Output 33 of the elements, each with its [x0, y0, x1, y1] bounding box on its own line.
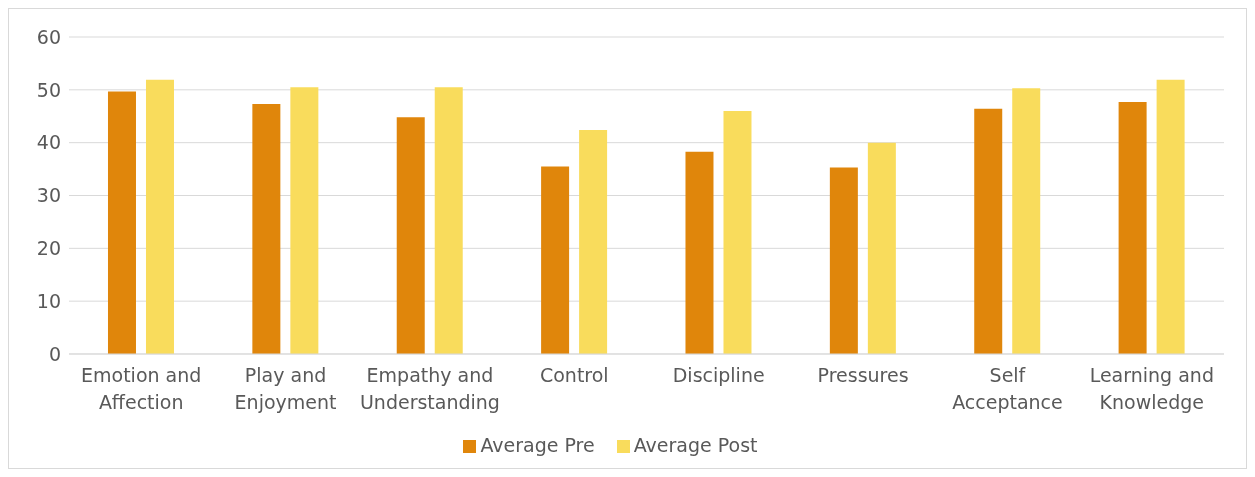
y-tick-label: 60: [36, 25, 61, 48]
bar: [685, 151, 714, 354]
bar: [107, 91, 136, 354]
x-tick-label: Discipline: [672, 364, 765, 386]
bar: [867, 142, 896, 354]
bar: [252, 104, 281, 354]
x-tick-label: Pressures: [817, 364, 909, 386]
bar: [541, 166, 570, 354]
y-tick-label: 50: [36, 78, 61, 101]
x-tick-label: Play and Enjoyment: [234, 364, 337, 413]
bar: [723, 110, 752, 354]
bar: [1156, 79, 1185, 354]
bar: [434, 87, 463, 354]
y-tick-label: 0: [48, 342, 61, 365]
x-tick-label: Control: [539, 364, 609, 386]
bar: [145, 79, 174, 354]
bar: [974, 108, 1003, 354]
y-tick-label: 40: [36, 131, 61, 154]
y-tick-label: 30: [36, 184, 61, 207]
y-tick-label: 10: [36, 289, 61, 312]
bar: [829, 167, 858, 354]
legend-label: Average Post: [633, 434, 758, 456]
bar: [579, 129, 608, 354]
x-tick-label: Self Acceptance: [952, 364, 1063, 413]
x-tick-label: Emotion and Affection: [81, 364, 202, 413]
bar: [1012, 88, 1041, 354]
legend-label: Average Pre: [480, 434, 595, 456]
x-tick-label: Learning and Knowledge: [1089, 364, 1214, 413]
bar: [396, 117, 425, 354]
y-tick-label: 20: [36, 237, 61, 260]
bar: [1118, 101, 1147, 354]
bar: [290, 87, 319, 354]
x-tick-label: Empathy and Understanding: [359, 364, 500, 413]
